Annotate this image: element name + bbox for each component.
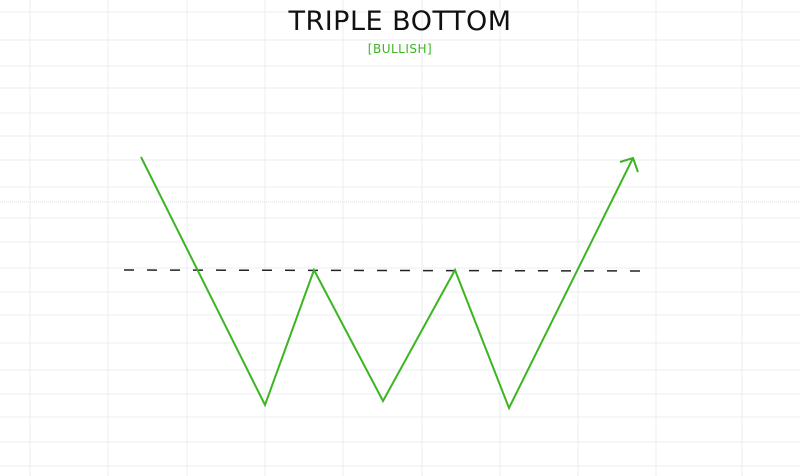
price-path-line [140, 156, 634, 411]
neckline-dashed [123, 269, 651, 272]
pattern-bias-label: [BULLISH] [367, 42, 433, 56]
arrow-head-icon [619, 156, 639, 173]
pattern-title: TRIPLE BOTTOM [288, 6, 512, 37]
